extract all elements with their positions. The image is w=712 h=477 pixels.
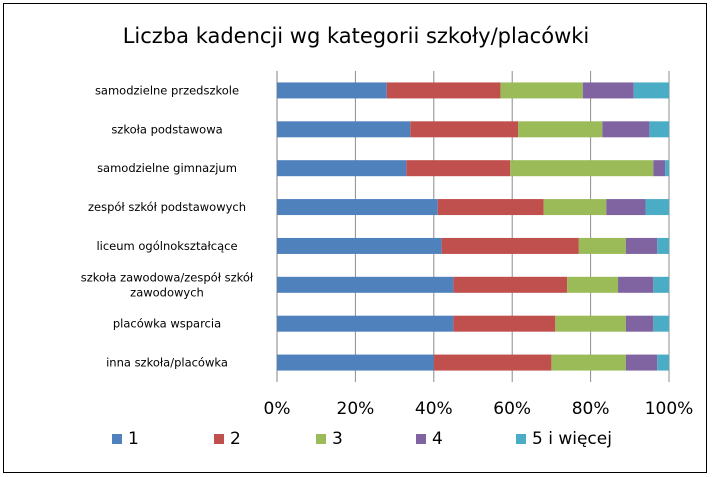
bar-segment-series-2-category-6 bbox=[453, 276, 568, 293]
legend-label: 4 bbox=[432, 429, 443, 449]
bar-segment-series-4-category-7 bbox=[625, 315, 654, 332]
legend-label: 1 bbox=[128, 429, 139, 449]
category-label: szkoła podstawowa bbox=[111, 122, 222, 136]
category-label: zespół szkół podstawowych bbox=[88, 200, 246, 214]
chart-frame: Liczba kadencji wg kategorii szkoły/plac… bbox=[3, 3, 707, 473]
gridlines bbox=[276, 71, 670, 382]
bar-segment-series-1-category-7 bbox=[277, 315, 454, 332]
category-label: szkoła zawodowa/zespół szkół zawodowych bbox=[81, 270, 254, 299]
bar-segment-series-1-category-3 bbox=[277, 160, 407, 177]
legend-label: 3 bbox=[332, 429, 343, 449]
bar-segment-series-3-category-8 bbox=[551, 354, 626, 371]
category-label: samodzielne gimnazjum bbox=[97, 161, 237, 175]
bars bbox=[277, 82, 669, 371]
bar-segment-series-4-category-6 bbox=[618, 276, 654, 293]
bar-segment-series-1-category-2 bbox=[277, 121, 411, 138]
bar-segment-series-4-category-5 bbox=[625, 237, 658, 254]
category-label: liceum ogólnokształcące bbox=[96, 239, 237, 253]
legend-label: 2 bbox=[230, 429, 241, 449]
bar-segment-series-2-category-5 bbox=[441, 237, 579, 254]
bar-segment-series-2-category-4 bbox=[437, 199, 544, 216]
x-tick-label: 40% bbox=[415, 399, 453, 419]
bar-segment-series-4-category-4 bbox=[606, 199, 646, 216]
bar-segment-series-5-category-6 bbox=[653, 276, 669, 293]
x-tick-label: 80% bbox=[572, 399, 610, 419]
bar-segment-series-3-category-6 bbox=[567, 276, 619, 293]
bar-segment-series-3-category-1 bbox=[500, 82, 583, 99]
bar-segment-series-3-category-7 bbox=[555, 315, 626, 332]
bar-segment-series-5-category-8 bbox=[657, 354, 669, 371]
x-tick-label: 0% bbox=[264, 399, 291, 419]
category-labels: samodzielne przedszkole szkoła podstawowa… bbox=[81, 83, 254, 369]
x-tick-labels: 0% 20% 40% 60% 80% 100% bbox=[264, 399, 694, 419]
legend: 1 2 3 4 5 i więcej bbox=[112, 429, 612, 449]
bar-segment-series-1-category-5 bbox=[277, 237, 442, 254]
bar-segment-series-5-category-5 bbox=[657, 237, 669, 254]
legend-swatch bbox=[416, 434, 426, 444]
bar-segment-series-4-category-1 bbox=[582, 82, 634, 99]
bar-segment-series-2-category-7 bbox=[453, 315, 556, 332]
bar-segment-series-5-category-4 bbox=[645, 199, 669, 216]
bar-segment-series-5-category-2 bbox=[649, 121, 669, 138]
category-label: samodzielne przedszkole bbox=[95, 83, 239, 97]
category-label: placówka wsparcia bbox=[113, 317, 221, 331]
legend-swatch bbox=[214, 434, 224, 444]
bar-segment-series-1-category-6 bbox=[277, 276, 454, 293]
bar-segment-series-4-category-8 bbox=[625, 354, 658, 371]
x-tick-label: 60% bbox=[493, 399, 531, 419]
bar-segment-series-3-category-4 bbox=[543, 199, 607, 216]
bar-segment-series-2-category-3 bbox=[406, 160, 511, 177]
bar-segment-series-4-category-2 bbox=[602, 121, 650, 138]
bar-segment-series-1-category-4 bbox=[277, 199, 438, 216]
bar-segment-series-3-category-2 bbox=[518, 121, 603, 138]
bar-segment-series-2-category-8 bbox=[433, 354, 552, 371]
bar-segment-series-3-category-5 bbox=[578, 237, 626, 254]
bar-segment-series-5-category-1 bbox=[633, 82, 669, 99]
chart-svg: Liczba kadencji wg kategorii szkoły/plac… bbox=[81, 24, 694, 449]
bar-segment-series-1-category-1 bbox=[277, 82, 387, 99]
bar-segment-series-3-category-3 bbox=[510, 160, 654, 177]
legend-swatch bbox=[112, 434, 122, 444]
bar-segment-series-2-category-1 bbox=[386, 82, 501, 99]
bar-segment-series-5-category-7 bbox=[653, 315, 669, 332]
category-label: inna szkoła/placówka bbox=[106, 356, 228, 370]
bar-segment-series-2-category-2 bbox=[410, 121, 519, 138]
chart-title: Liczba kadencji wg kategorii szkoły/plac… bbox=[123, 24, 590, 48]
bar-segment-series-4-category-3 bbox=[653, 160, 666, 177]
bar-segment-series-1-category-8 bbox=[277, 354, 434, 371]
legend-label: 5 i więcej bbox=[532, 429, 612, 449]
x-tick-label: 100% bbox=[645, 399, 694, 419]
x-tick-label: 20% bbox=[337, 399, 375, 419]
legend-swatch bbox=[516, 434, 526, 444]
legend-swatch bbox=[316, 434, 326, 444]
bar-segment-series-5-category-3 bbox=[665, 160, 669, 177]
